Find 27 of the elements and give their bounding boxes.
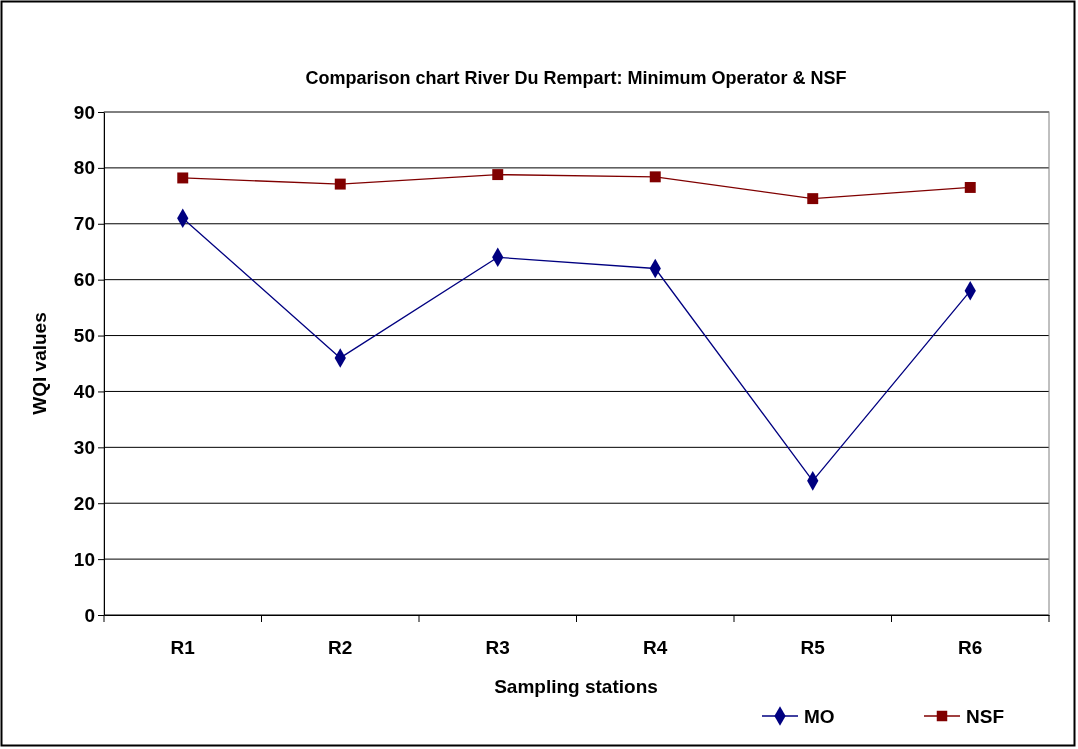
chart-title: Comparison chart River Du Rempart: Minimum Operator & NSF [305, 68, 847, 88]
y-tick-label: 0 [84, 604, 95, 626]
y-tick-label: 10 [73, 548, 95, 570]
point [807, 193, 819, 205]
y-tick-label: 80 [73, 157, 95, 179]
y-tick-label: 40 [73, 381, 95, 403]
x-tick-label: R1 [170, 637, 196, 659]
x-tick-label: R5 [800, 637, 826, 659]
y-tick-label: 50 [73, 325, 95, 347]
y-tick-label: 70 [73, 213, 95, 235]
y-tick-label: 90 [73, 101, 95, 123]
y-tick-label: 30 [73, 436, 95, 458]
x-tick-label: R3 [485, 637, 510, 659]
y-axis-title: WQI values [29, 312, 50, 415]
x-tick-label: R4 [643, 637, 668, 659]
y-tick-label: 60 [73, 269, 95, 291]
point [492, 169, 504, 181]
x-axis-title: Sampling stations [494, 676, 658, 697]
y-tick-label: 20 [73, 492, 95, 514]
legend-label: MO [804, 706, 835, 727]
point [177, 172, 189, 184]
point [964, 181, 976, 193]
x-tick-label: R2 [328, 637, 353, 659]
point [334, 178, 346, 190]
legend-label: NSF [966, 706, 1004, 727]
point [649, 171, 661, 183]
x-tick-label: R6 [958, 637, 983, 659]
